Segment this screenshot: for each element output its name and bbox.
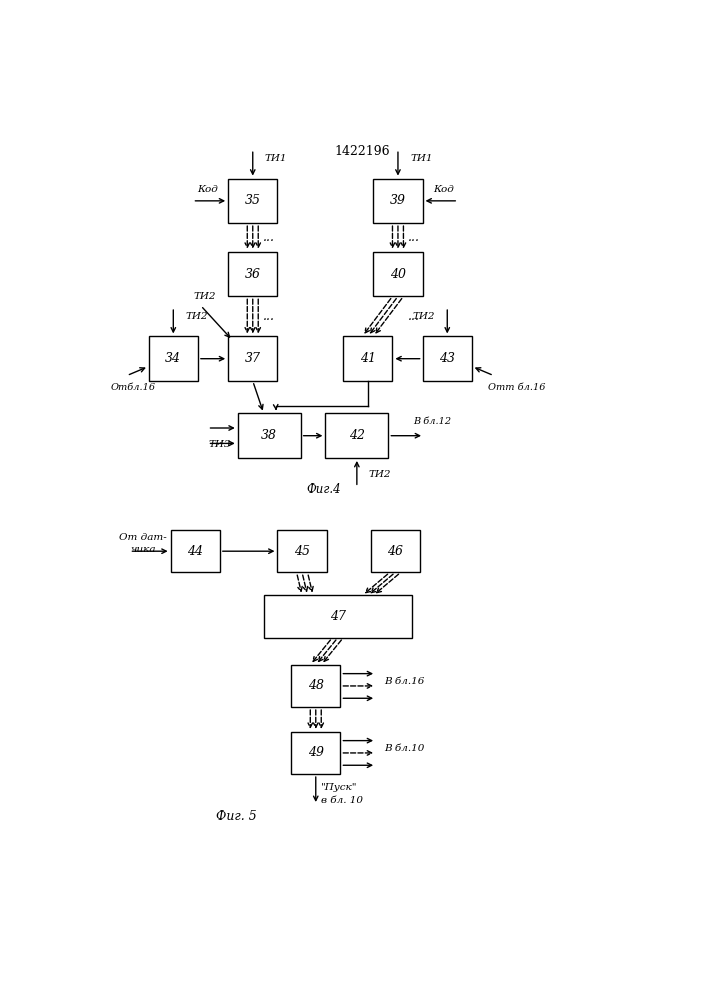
Text: в бл. 10: в бл. 10 — [321, 796, 363, 805]
Text: Отт бл.16: Отт бл.16 — [489, 383, 546, 392]
Bar — [148, 336, 198, 381]
Text: 38: 38 — [261, 429, 277, 442]
Text: ТИ3: ТИ3 — [209, 440, 231, 449]
Text: 35: 35 — [245, 194, 261, 207]
Text: ТИ2: ТИ2 — [413, 312, 436, 321]
Text: 40: 40 — [390, 267, 406, 280]
Text: 43: 43 — [439, 352, 455, 365]
Text: ...: ... — [408, 231, 420, 244]
Text: Фиг.4: Фиг.4 — [307, 483, 341, 496]
Bar — [277, 530, 327, 572]
Text: В бл.10: В бл.10 — [385, 744, 425, 753]
Bar — [228, 252, 277, 296]
Bar — [325, 413, 388, 458]
Text: От дат-: От дат- — [119, 533, 167, 542]
Text: ТИ2: ТИ2 — [369, 470, 392, 479]
Bar — [291, 665, 341, 707]
Bar — [291, 732, 341, 774]
Text: ...: ... — [262, 310, 274, 323]
Text: 47: 47 — [329, 610, 346, 623]
Text: 39: 39 — [390, 194, 406, 207]
Text: ...: ... — [262, 231, 274, 244]
Bar — [264, 595, 411, 638]
Bar — [228, 179, 277, 223]
Text: 42: 42 — [349, 429, 365, 442]
Text: чика: чика — [130, 545, 156, 554]
Bar — [373, 252, 423, 296]
Bar — [423, 336, 472, 381]
Text: Код: Код — [197, 185, 218, 194]
Text: 44: 44 — [187, 545, 203, 558]
Text: ТИ2: ТИ2 — [194, 292, 216, 301]
Text: 49: 49 — [308, 746, 324, 759]
Text: ТИ2: ТИ2 — [185, 312, 208, 321]
Bar — [343, 336, 392, 381]
Text: 1422196: 1422196 — [334, 145, 390, 158]
Text: 45: 45 — [294, 545, 310, 558]
Bar — [238, 413, 300, 458]
Text: 41: 41 — [360, 352, 376, 365]
Text: ...: ... — [408, 310, 420, 323]
Text: ТИ1: ТИ1 — [265, 154, 287, 163]
Text: 34: 34 — [165, 352, 181, 365]
Text: Код: Код — [433, 185, 454, 194]
Text: 48: 48 — [308, 679, 324, 692]
Bar — [370, 530, 420, 572]
Text: 36: 36 — [245, 267, 261, 280]
Text: В бл.16: В бл.16 — [385, 677, 425, 686]
Text: В бл.12: В бл.12 — [413, 417, 451, 426]
Text: 46: 46 — [387, 545, 403, 558]
Text: Фиг. 5: Фиг. 5 — [216, 810, 257, 823]
Text: Отбл.16: Отбл.16 — [111, 383, 156, 392]
Bar — [228, 336, 277, 381]
Text: ТИ1: ТИ1 — [410, 154, 433, 163]
Bar — [170, 530, 220, 572]
Text: 37: 37 — [245, 352, 261, 365]
Text: "Пуск": "Пуск" — [321, 783, 358, 792]
Bar — [373, 179, 423, 223]
